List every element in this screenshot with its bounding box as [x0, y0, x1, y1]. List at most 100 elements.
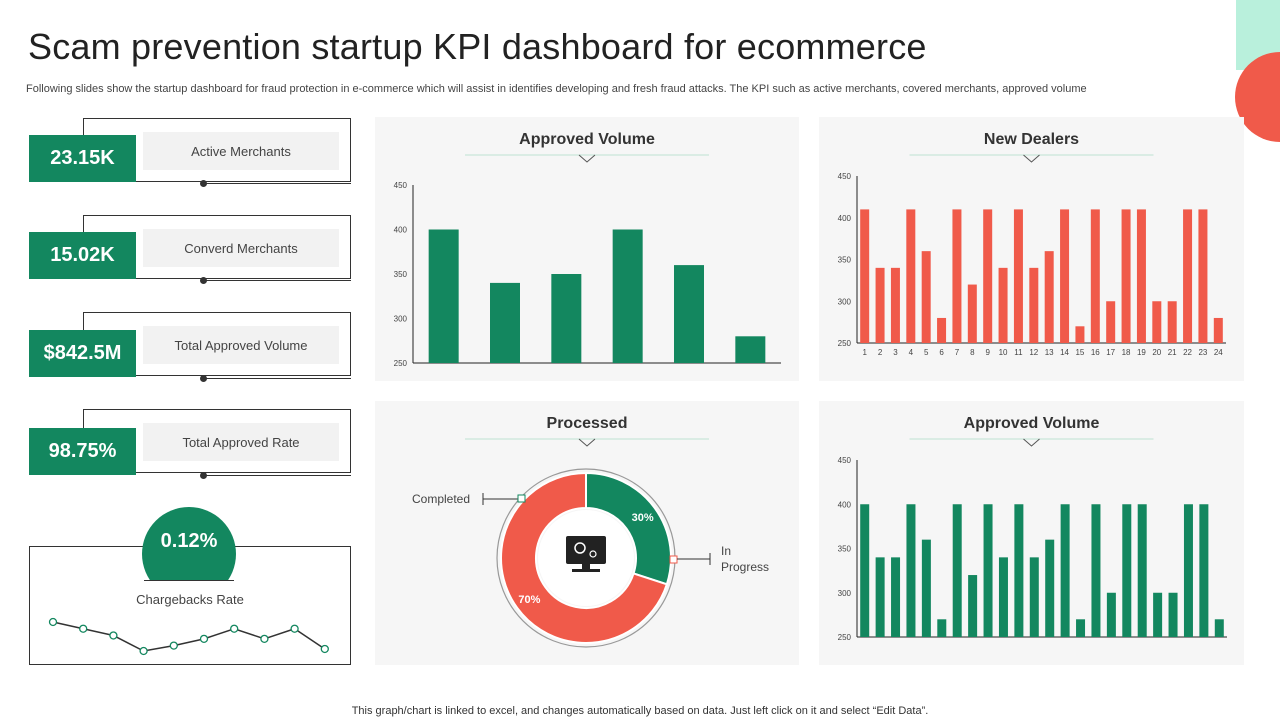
sparkline-point — [230, 624, 239, 633]
bar — [1045, 539, 1055, 637]
processed-donut-chart: 30% 70% Completed In Progress — [412, 438, 769, 648]
x-tick-label: 16 — [1091, 348, 1100, 357]
bar — [998, 267, 1008, 343]
bar — [1106, 301, 1116, 343]
x-tick-label: 10 — [999, 348, 1008, 357]
bar — [1075, 326, 1085, 343]
bar — [860, 504, 870, 637]
panel-title: New Dealers — [983, 131, 1080, 148]
sparkline-line — [52, 621, 326, 652]
kpi-value: 98.75% — [29, 428, 136, 475]
x-tick-label: 14 — [1060, 348, 1069, 357]
sparkline-point — [199, 634, 209, 644]
chargebacks-sparkline — [48, 617, 329, 656]
completed-marker — [517, 494, 526, 503]
bar — [890, 267, 900, 343]
title-chevron-icon — [1023, 154, 1040, 163]
y-tick-label: 250 — [838, 633, 852, 642]
bar — [937, 619, 947, 637]
bar — [1091, 504, 1101, 637]
x-tick-label: 12 — [1029, 348, 1038, 357]
bar — [1152, 301, 1162, 343]
in-progress-legend-label: In — [721, 544, 731, 558]
bar — [1199, 504, 1209, 637]
bar — [1013, 209, 1023, 343]
bar — [921, 539, 931, 637]
bar — [998, 557, 1008, 637]
x-tick-label: 13 — [1045, 348, 1054, 357]
bar — [921, 251, 931, 343]
bar — [1029, 557, 1039, 637]
y-tick-label: 400 — [838, 500, 852, 509]
sparkline-point — [139, 646, 148, 656]
bar — [860, 209, 870, 343]
page-subtitle: Following slides show the startup dashbo… — [26, 83, 1087, 95]
sparkline-point — [290, 624, 299, 633]
kpi-connector-line — [203, 280, 351, 281]
chargebacks-label: Chargebacks Rate — [136, 592, 244, 607]
kpi-value: 15.02K — [29, 232, 136, 279]
bar — [983, 209, 993, 343]
bar — [983, 504, 993, 637]
panel-title: Approved Volume — [963, 415, 1100, 432]
bar — [906, 209, 916, 343]
approved-volume-chart-2: 250 300 350 400 450 — [838, 438, 1227, 642]
title-chevron-icon — [1023, 438, 1040, 447]
bar — [891, 557, 901, 637]
monitor-screen — [566, 536, 606, 564]
kpi-label: Active Merchants — [143, 132, 339, 170]
y-tick-label: 400 — [394, 226, 408, 235]
x-tick-label: 11 — [1014, 348, 1023, 357]
in-progress-legend-label: Progress — [721, 560, 769, 574]
bar — [952, 209, 962, 343]
donut-slice — [500, 471, 669, 644]
monitor-neck — [582, 564, 590, 569]
x-tick-label: 6 — [939, 348, 944, 357]
y-tick-label: 350 — [394, 270, 408, 279]
panel-approved-volume-top: Approved Volume 250 300 350 400 450 — [375, 117, 799, 381]
page-title: Scam prevention startup KPI dashboard fo… — [28, 26, 927, 67]
y-tick-label: 300 — [838, 297, 852, 306]
y-tick-label: 400 — [838, 214, 852, 223]
sparkline-point — [109, 631, 118, 640]
bar — [952, 504, 962, 637]
completed-legend-label: Completed — [412, 492, 470, 506]
approved-volume-chart: 250 300 350 400 450 — [394, 154, 781, 368]
bar — [937, 317, 947, 343]
kpi-connector-dot — [200, 277, 207, 284]
kpi-connector-line — [203, 378, 351, 379]
sparkline-point — [79, 624, 88, 633]
gear-large-icon — [574, 542, 586, 554]
sparkline-point — [48, 617, 58, 627]
kpi-value: $842.5M — [29, 330, 136, 377]
bar — [875, 557, 885, 637]
title-chevron-icon — [578, 154, 596, 163]
y-tick-label: 250 — [838, 339, 852, 348]
bar — [551, 274, 582, 363]
panel-title: Approved Volume — [519, 131, 655, 148]
y-tick-label: 350 — [838, 545, 852, 554]
kpi-connector-dot — [200, 180, 207, 187]
bar — [612, 229, 643, 363]
kpi-connector-line — [203, 475, 351, 476]
gear-small-icon — [589, 550, 597, 558]
x-tick-label: 7 — [955, 348, 960, 357]
x-tick-label: 22 — [1183, 348, 1192, 357]
bar — [1198, 209, 1208, 343]
x-tick-label: 18 — [1122, 348, 1131, 357]
monitor-base — [572, 569, 600, 572]
bar — [1213, 317, 1223, 343]
x-tick-label: 23 — [1198, 348, 1207, 357]
bar — [1029, 267, 1039, 343]
sparkline-point — [320, 644, 329, 654]
bar — [1122, 504, 1132, 637]
bar — [490, 282, 520, 363]
x-tick-label: 8 — [970, 348, 975, 357]
computer-settings-icon — [566, 536, 606, 572]
sparkline-point — [169, 641, 178, 650]
bar — [1060, 209, 1070, 343]
bar — [1136, 209, 1146, 343]
x-tick-label: 5 — [924, 348, 929, 357]
bar — [1167, 301, 1177, 343]
